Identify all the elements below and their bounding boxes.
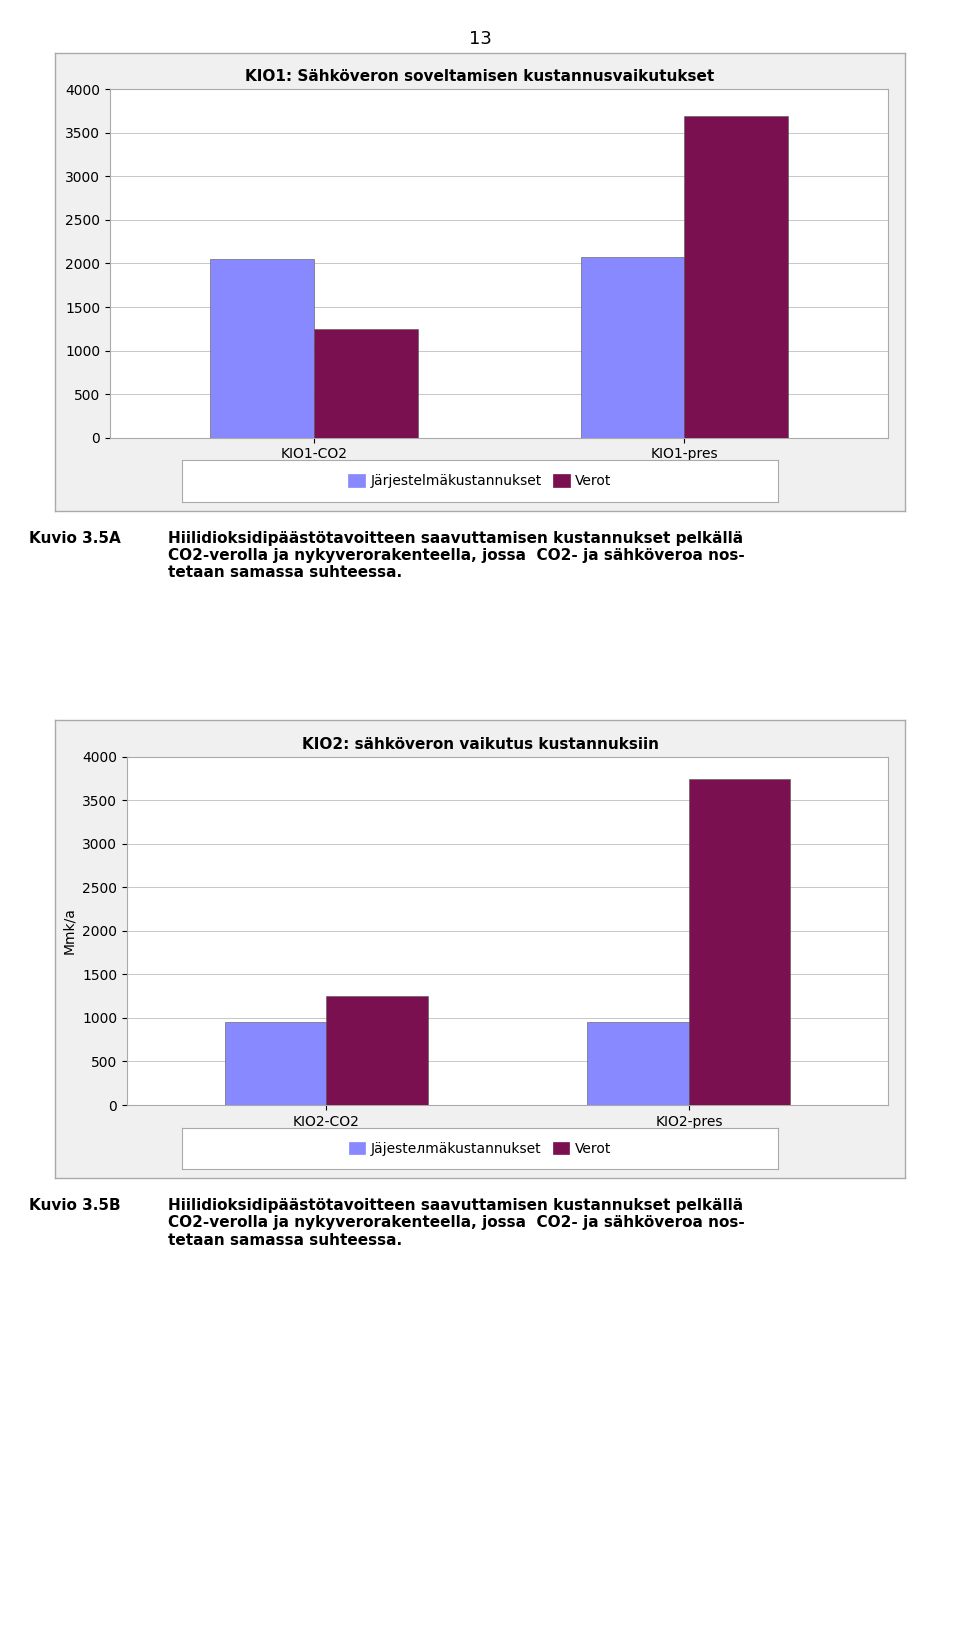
Bar — [326, 995, 428, 1106]
Text: Kuvio 3.5A: Kuvio 3.5A — [29, 531, 121, 545]
Text: Kuvio 3.5B: Kuvio 3.5B — [29, 1198, 120, 1213]
Bar — [588, 1022, 689, 1106]
Text: KIO2: sähköveron vaikutus kustannuksiin: KIO2: sähköveron vaikutus kustannuksiin — [301, 737, 659, 751]
Bar — [684, 115, 788, 438]
Bar — [210, 259, 314, 438]
Bar — [581, 257, 684, 438]
Bar — [314, 328, 418, 438]
Y-axis label: Mmk/a: Mmk/a — [62, 908, 77, 954]
Legend: Jäjestелmäkustannukset, Verot: Jäjestелmäkustannukset, Verot — [343, 1135, 617, 1162]
Text: Hiilidioksidipäästötavoitteen saavuttamisen kustannukset pelkällä
CO2-verolla ja: Hiilidioksidipäästötavoitteen saavuttami… — [168, 531, 745, 580]
Bar — [689, 778, 790, 1106]
Text: KIO1: Sähköveron soveltamisen kustannusvaikutukset: KIO1: Sähköveron soveltamisen kustannusv… — [246, 69, 714, 84]
Bar — [225, 1022, 326, 1106]
Text: 13: 13 — [468, 30, 492, 48]
Text: Hiilidioksidipäästötavoitteen saavuttamisen kustannukset pelkällä
CO2-verolla ja: Hiilidioksidipäästötavoitteen saavuttami… — [168, 1198, 745, 1248]
Legend: Järjestelmäkustannukset, Verot: Järjestelmäkustannukset, Verot — [343, 468, 617, 494]
